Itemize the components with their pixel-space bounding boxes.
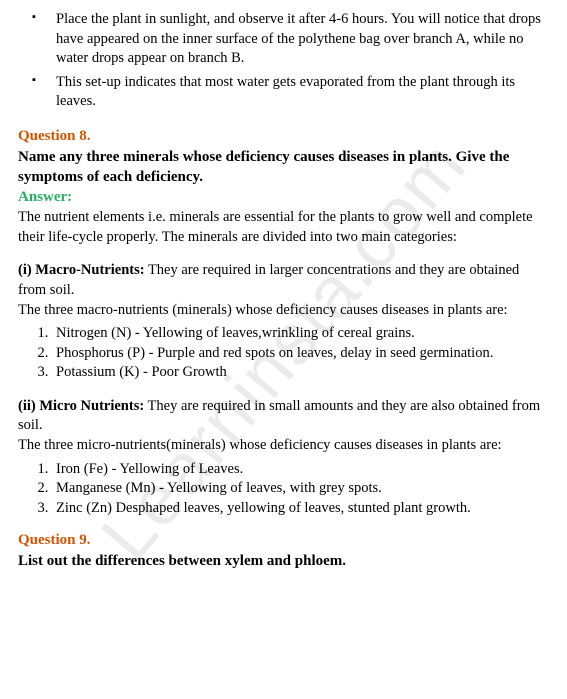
list-item: Potassium (K) - Poor Growth [52,363,549,383]
micro-nutrients-list: Iron (Fe) - Yellowing of Leaves. Mangane… [52,460,549,519]
list-item: Zinc (Zn) Desphaped leaves, yellowing of… [52,499,549,519]
micro-nutrients-section: (ii) Micro Nutrients: They are required … [18,397,549,436]
macro-nutrients-list: Nitrogen (N) - Yellowing of leaves,wrink… [52,324,549,383]
list-item: Place the plant in sunlight, and observe… [46,10,549,69]
micro-subtext: The three micro-nutrients(minerals) whos… [18,436,549,456]
list-item: Manganese (Mn) - Yellowing of leaves, wi… [52,479,549,499]
list-item: Nitrogen (N) - Yellowing of leaves,wrink… [52,324,549,344]
intro-bullet-list: Place the plant in sunlight, and observe… [46,10,549,112]
answer-intro-paragraph: The nutrient elements i.e. minerals are … [18,208,549,247]
macro-title: (i) Macro-Nutrients: [18,262,145,278]
document-content: Place the plant in sunlight, and observe… [18,10,549,571]
question-9-text: List out the differences between xylem a… [18,551,549,571]
answer-label: Answer: [18,189,549,206]
macro-subtext: The three macro-nutrients (minerals) who… [18,301,549,321]
list-item: Phosphorus (P) - Purple and red spots on… [52,344,549,364]
list-item: Iron (Fe) - Yellowing of Leaves. [52,460,549,480]
micro-title: (ii) Micro Nutrients: [18,398,144,414]
question-8-label: Question 8. [18,128,549,145]
question-9-label: Question 9. [18,532,549,549]
question-8-text: Name any three minerals whose deficiency… [18,147,549,188]
list-item: This set-up indicates that most water ge… [46,73,549,112]
macro-nutrients-section: (i) Macro-Nutrients: They are required i… [18,261,549,300]
